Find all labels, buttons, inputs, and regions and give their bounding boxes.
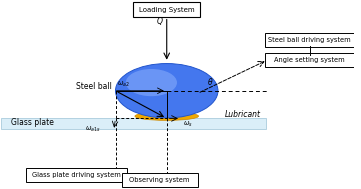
Text: $\omega_{a1s}$: $\omega_{a1s}$ bbox=[86, 125, 101, 134]
Text: Glass plate: Glass plate bbox=[11, 118, 54, 127]
Text: Steel ball driving system: Steel ball driving system bbox=[269, 37, 351, 43]
Text: Observing system: Observing system bbox=[130, 177, 190, 183]
Text: $\theta$: $\theta$ bbox=[207, 76, 213, 87]
FancyBboxPatch shape bbox=[265, 33, 355, 47]
Text: $Q$: $Q$ bbox=[156, 15, 164, 27]
Ellipse shape bbox=[135, 112, 199, 120]
Circle shape bbox=[126, 69, 177, 96]
Text: Glass plate driving system: Glass plate driving system bbox=[32, 172, 121, 178]
Text: Angle setting system: Angle setting system bbox=[274, 57, 345, 63]
Text: $\omega_s$: $\omega_s$ bbox=[183, 119, 192, 129]
FancyBboxPatch shape bbox=[133, 2, 200, 17]
FancyBboxPatch shape bbox=[122, 173, 198, 187]
Text: $\omega_{a2}$: $\omega_{a2}$ bbox=[117, 80, 130, 89]
Text: Lubricant: Lubricant bbox=[225, 110, 261, 119]
Circle shape bbox=[116, 64, 218, 118]
Bar bbox=[1, 119, 266, 129]
Text: Loading System: Loading System bbox=[139, 7, 195, 13]
FancyBboxPatch shape bbox=[26, 168, 127, 182]
Text: Steel ball: Steel ball bbox=[76, 82, 112, 91]
FancyBboxPatch shape bbox=[265, 53, 355, 67]
